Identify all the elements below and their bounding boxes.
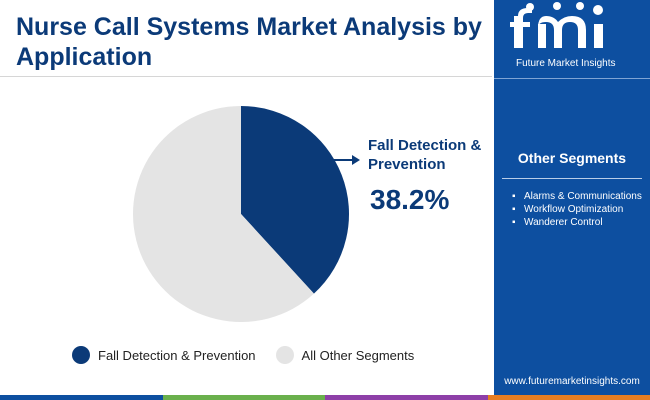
other-segments-title: Other Segments: [517, 150, 627, 166]
segment-label: Alarms & Communications: [524, 191, 642, 202]
other-segments-list: ▪ Alarms & Communications ▪ Workflow Optim…: [512, 190, 642, 229]
callout-value: 38.2%: [370, 184, 450, 215]
callout-label: Fall Detection & Prevention: [368, 137, 482, 173]
logo-graphic: [510, 2, 603, 48]
sidebar-divider: [494, 78, 650, 79]
pie-slice-other-segments: [133, 106, 314, 322]
logo-subtitle: Future Market Insights: [516, 58, 616, 69]
bullet-icon: ▪: [512, 191, 516, 202]
chart-title: Nurse Call Systems Market Analysis by Ap…: [16, 13, 482, 71]
legend-label: Fall Detection & Prevention: [98, 347, 256, 363]
chart-legend: Fall Detection & Prevention All Other Se…: [72, 346, 434, 364]
legend-item-fall-detection: Fall Detection & Prevention: [72, 346, 256, 364]
website-link[interactable]: www.futuremarketinsights.com: [504, 376, 640, 387]
legend-label: All Other Segments: [301, 347, 415, 363]
bar-segment: [162, 395, 325, 400]
segment-label: Wanderer Control: [524, 217, 603, 228]
bullet-icon: ▪: [512, 217, 516, 228]
legend-item-other-segments: All Other Segments: [275, 346, 415, 364]
bar-segment: [487, 395, 650, 400]
other-segments-divider: [502, 178, 642, 179]
pie-chart: [133, 106, 360, 322]
bottom-color-bar: [0, 395, 650, 400]
callout-arrow: [333, 155, 360, 165]
bar-segment: [325, 395, 488, 400]
pie-slices: [133, 106, 349, 322]
fmi-logo: Future Market Insights: [494, 0, 650, 78]
chart-panel: Nurse Call Systems Market Analysis by Ap…: [0, 13, 492, 364]
pie-slice-fall-detection: [241, 106, 349, 294]
title-divider: [0, 76, 492, 77]
legend-swatch: [72, 346, 90, 364]
list-item: ▪ Workflow Optimization: [512, 203, 642, 216]
segment-label: Workflow Optimization: [524, 204, 624, 215]
legend-swatch: [275, 346, 294, 364]
sidebar-panel: Future Market Insights Other Segments ▪ A…: [494, 0, 650, 395]
list-item: ▪ Wanderer Control: [512, 216, 642, 229]
bar-segment: [0, 395, 163, 400]
bullet-icon: ▪: [512, 204, 516, 215]
list-item: ▪ Alarms & Communications: [512, 190, 642, 203]
